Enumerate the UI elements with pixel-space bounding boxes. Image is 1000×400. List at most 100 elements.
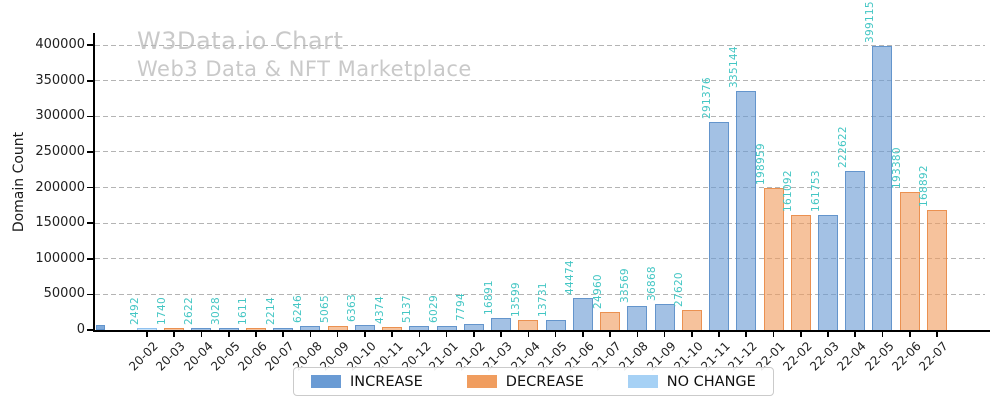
legend-item-increase: INCREASE	[311, 374, 423, 390]
gridline	[95, 151, 985, 154]
chart-title: W3Data.io Chart	[137, 27, 344, 55]
bar-value-label: 1740	[155, 297, 168, 325]
bar-21-02	[463, 324, 484, 330]
legend: INCREASE DECREASE NO CHANGE	[293, 367, 774, 396]
x-tick-mark	[854, 332, 857, 337]
bar-21-03	[491, 317, 512, 330]
bar-20-09	[327, 326, 348, 330]
y-tick-mark	[87, 79, 93, 82]
x-tick-mark	[636, 332, 639, 337]
legend-swatch-increase	[311, 375, 341, 388]
y-tick-label: 100000	[35, 250, 85, 266]
x-tick-mark	[200, 332, 203, 337]
x-tick-label: 20-06	[235, 339, 270, 374]
bar-value-label: 2622	[182, 297, 195, 325]
y-tick-mark	[87, 329, 93, 331]
bar-value-label: 222622	[836, 126, 849, 169]
gridline	[95, 80, 985, 83]
x-tick-mark	[936, 332, 938, 337]
x-tick-mark	[718, 332, 720, 337]
bar-20-03	[164, 328, 185, 330]
x-tick-label: 22-06	[889, 339, 924, 374]
bar-22-01	[763, 188, 784, 330]
y-tick-mark	[87, 151, 93, 153]
legend-item-no-change: NO CHANGE	[627, 373, 756, 390]
y-tick-mark	[87, 44, 93, 46]
bar-20-05	[218, 327, 239, 330]
bar-value-label: 5137	[400, 295, 413, 324]
bar-20-12	[409, 326, 430, 330]
bar-value-label: 161092	[782, 170, 795, 213]
bar-value-label: 24960	[591, 274, 604, 310]
bar-20-10	[354, 325, 375, 330]
gridline	[95, 186, 985, 189]
gridline	[95, 115, 985, 118]
bar-value-label: 44474	[564, 260, 577, 296]
x-axis-spine	[93, 330, 990, 332]
bar-22-05	[872, 45, 893, 330]
bar-22-06	[899, 192, 920, 330]
legend-label-decrease: DECREASE	[505, 373, 584, 390]
x-tick-mark	[527, 332, 530, 337]
legend-swatch-no-change	[627, 375, 658, 388]
x-tick-mark	[663, 332, 666, 337]
bar-value-label: 168892	[918, 164, 931, 207]
bar-value-label: 5065	[319, 295, 332, 324]
chart-subtitle: Web3 Data & NFT Marketplace	[137, 57, 472, 81]
x-tick-mark	[827, 332, 829, 337]
legend-label-increase: INCREASE	[350, 373, 423, 390]
x-tick-mark	[500, 332, 502, 337]
bar-value-label: 3028	[210, 296, 223, 325]
x-tick-mark	[582, 332, 584, 337]
x-tick-mark	[418, 332, 421, 337]
x-tick-mark	[691, 332, 693, 337]
x-tick-mark	[173, 332, 176, 337]
bar-21-11	[709, 122, 730, 330]
bar-21-09	[654, 303, 675, 330]
bar-value-label: 13599	[509, 282, 522, 318]
x-tick-label: 22-02	[780, 339, 815, 374]
x-tick-mark	[227, 332, 230, 337]
x-tick-label: 20-02	[126, 339, 161, 374]
bar-21-01	[436, 325, 457, 330]
gridline	[95, 44, 985, 47]
x-tick-mark	[908, 332, 911, 337]
axis-corner-artifact	[96, 325, 105, 330]
x-tick-mark	[255, 332, 257, 337]
legend-item-decrease: DECREASE	[466, 373, 584, 390]
bar-value-label: 6029	[428, 294, 441, 323]
x-tick-mark	[554, 332, 557, 337]
y-tick-label: 0	[76, 322, 85, 337]
x-tick-mark	[473, 332, 475, 337]
y-tick-mark	[87, 222, 93, 224]
x-tick-mark	[445, 332, 448, 337]
bar-value-label: 399115	[863, 0, 876, 43]
bar-value-label: 7794	[455, 293, 468, 322]
x-tick-mark	[391, 332, 393, 337]
legend-label-no-change: NO CHANGE	[666, 373, 756, 390]
bar-20-11	[382, 326, 403, 330]
x-tick-label: 20-07	[262, 339, 298, 374]
bar-21-12	[736, 91, 757, 330]
bar-20-06	[245, 328, 266, 330]
bar-20-04	[191, 328, 212, 330]
bar-value-label: 6246	[291, 294, 304, 323]
y-tick-label: 300000	[35, 108, 85, 124]
bar-21-06	[572, 298, 593, 330]
x-tick-mark	[364, 332, 366, 337]
bar-20-02	[137, 328, 157, 330]
x-tick-label: 22-07	[916, 339, 951, 374]
x-tick-mark	[609, 332, 611, 337]
bar-21-07	[600, 312, 621, 330]
bar-value-label: 16891	[482, 280, 495, 315]
y-tick-label: 250000	[35, 143, 85, 159]
bar-value-label: 13731	[537, 282, 550, 318]
legend-swatch-decrease	[466, 375, 497, 388]
bar-22-07	[926, 209, 947, 330]
bar-value-label: 1611	[237, 297, 250, 325]
bar-value-label: 198959	[755, 143, 768, 186]
chart-title-block: W3Data.io Chart Web3 Data & NFT Marketpl…	[137, 27, 472, 83]
bar-22-03	[818, 214, 838, 330]
bar-value-label: 27620	[673, 272, 686, 308]
y-tick-mark	[87, 115, 93, 118]
